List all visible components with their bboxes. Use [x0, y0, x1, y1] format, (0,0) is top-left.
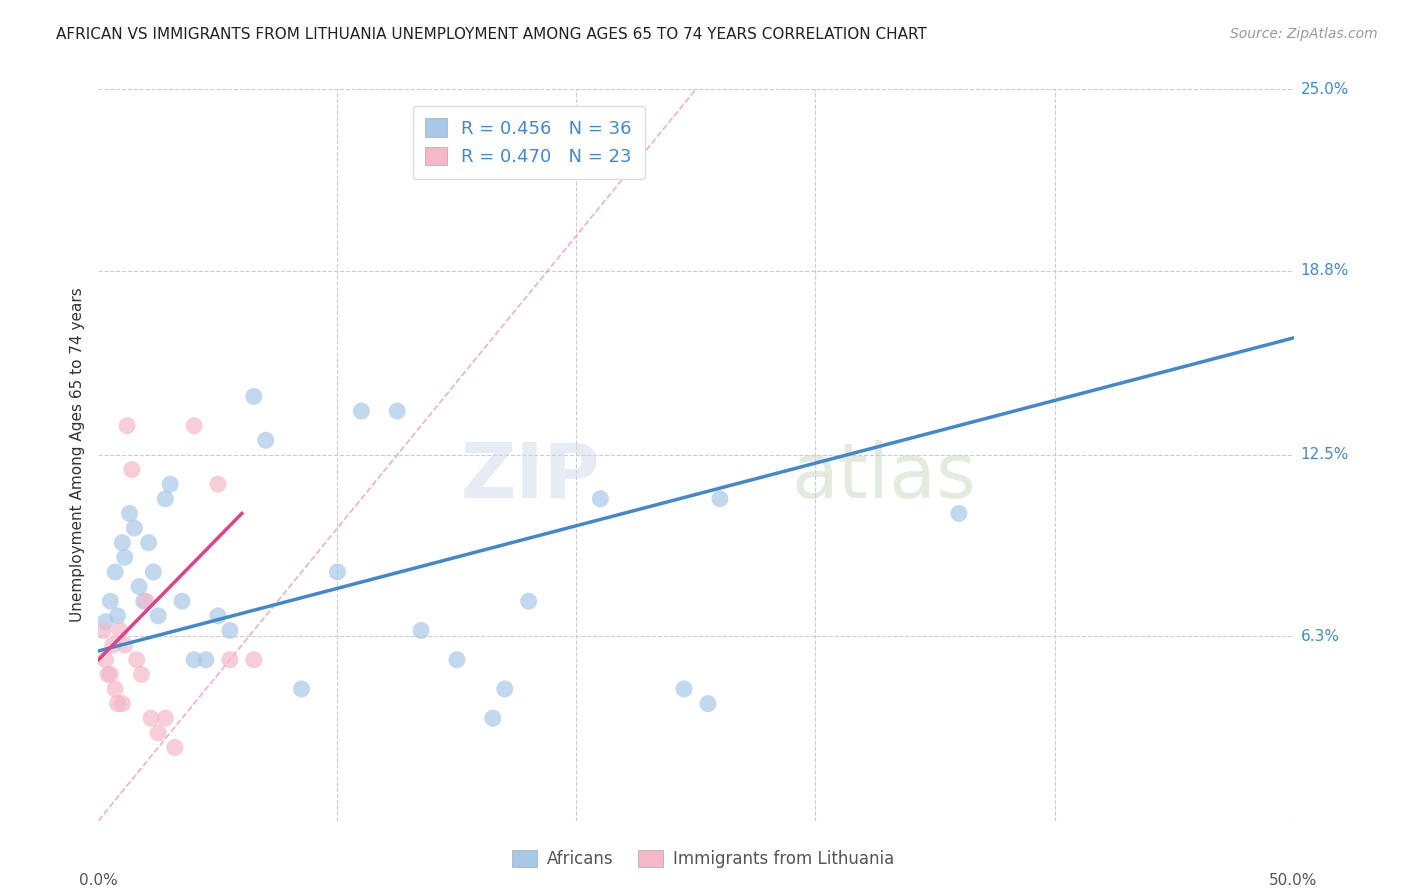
- Point: [121, 462, 143, 476]
- Point: [108, 624, 131, 638]
- Point: [131, 667, 153, 681]
- Text: 25.0%: 25.0%: [1301, 82, 1350, 96]
- Point: [125, 653, 148, 667]
- Point: [207, 477, 229, 491]
- Point: [101, 638, 124, 652]
- Point: [114, 550, 136, 565]
- Point: [385, 404, 409, 418]
- Point: [114, 638, 136, 652]
- Point: [709, 491, 731, 506]
- Point: [494, 681, 516, 696]
- Point: [155, 491, 177, 506]
- Point: [183, 653, 205, 667]
- Point: [98, 594, 122, 608]
- Point: [139, 711, 162, 725]
- Point: [98, 667, 122, 681]
- Point: [94, 615, 117, 629]
- Point: [589, 491, 612, 506]
- Point: [673, 681, 696, 696]
- Point: [155, 711, 177, 725]
- Point: [243, 653, 266, 667]
- Text: 12.5%: 12.5%: [1301, 448, 1350, 462]
- Point: [128, 580, 150, 594]
- Point: [183, 418, 205, 433]
- Point: [219, 653, 242, 667]
- Point: [219, 624, 242, 638]
- Point: [159, 477, 181, 491]
- Point: [291, 681, 314, 696]
- Point: [148, 726, 170, 740]
- Point: [697, 697, 720, 711]
- Point: [243, 389, 266, 403]
- Point: [446, 653, 468, 667]
- Text: Source: ZipAtlas.com: Source: ZipAtlas.com: [1230, 27, 1378, 41]
- Point: [132, 594, 155, 608]
- Point: [148, 608, 170, 623]
- Point: [326, 565, 349, 579]
- Point: [350, 404, 373, 418]
- Point: [135, 594, 157, 608]
- Text: atlas: atlas: [792, 440, 976, 514]
- Point: [107, 608, 129, 623]
- Point: [124, 521, 146, 535]
- Point: [104, 681, 127, 696]
- Text: 18.8%: 18.8%: [1301, 263, 1350, 278]
- Point: [195, 653, 218, 667]
- Point: [91, 624, 114, 638]
- Point: [107, 697, 129, 711]
- Point: [411, 624, 433, 638]
- Point: [254, 434, 277, 448]
- Text: 0.0%: 0.0%: [79, 873, 118, 888]
- Point: [94, 653, 117, 667]
- Point: [115, 418, 138, 433]
- Point: [97, 667, 120, 681]
- Point: [517, 594, 540, 608]
- Text: 6.3%: 6.3%: [1301, 629, 1340, 644]
- Text: AFRICAN VS IMMIGRANTS FROM LITHUANIA UNEMPLOYMENT AMONG AGES 65 TO 74 YEARS CORR: AFRICAN VS IMMIGRANTS FROM LITHUANIA UNE…: [56, 27, 927, 42]
- Point: [163, 740, 186, 755]
- Y-axis label: Unemployment Among Ages 65 to 74 years: Unemployment Among Ages 65 to 74 years: [69, 287, 84, 623]
- Point: [172, 594, 194, 608]
- Point: [111, 697, 134, 711]
- Point: [111, 535, 134, 549]
- Text: 50.0%: 50.0%: [1270, 873, 1317, 888]
- Legend: R = 0.456   N = 36, R = 0.470   N = 23: R = 0.456 N = 36, R = 0.470 N = 23: [413, 105, 644, 178]
- Point: [207, 608, 229, 623]
- Point: [948, 507, 970, 521]
- Text: ZIP: ZIP: [461, 440, 600, 514]
- Point: [142, 565, 165, 579]
- Point: [118, 507, 141, 521]
- Point: [138, 535, 160, 549]
- Point: [482, 711, 505, 725]
- Point: [104, 565, 127, 579]
- Legend: Africans, Immigrants from Lithuania: Africans, Immigrants from Lithuania: [505, 843, 901, 875]
